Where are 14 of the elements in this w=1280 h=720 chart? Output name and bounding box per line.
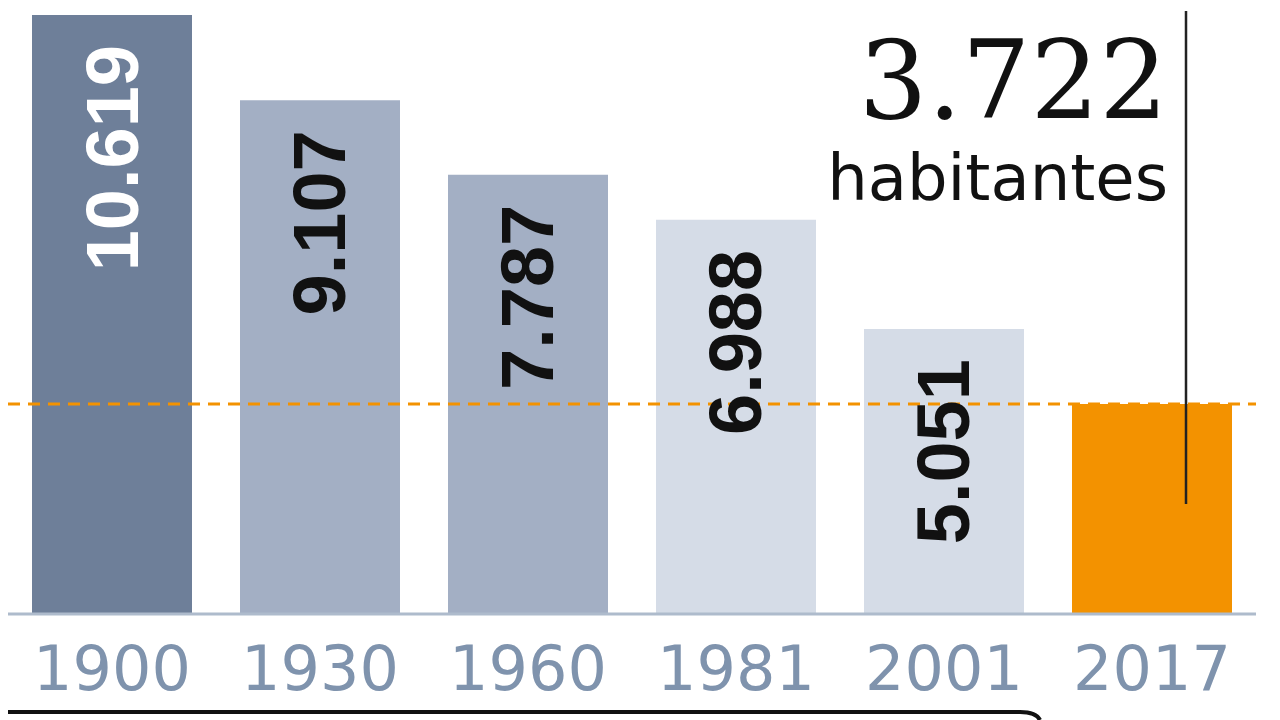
x-tick-label: 1930: [241, 632, 399, 706]
x-tick-label: 1960: [449, 632, 607, 706]
bar: [32, 15, 192, 614]
data-label: 6.988: [694, 249, 778, 436]
x-tick-label: 2017: [1073, 632, 1231, 706]
x-tick-label: 1900: [33, 632, 191, 706]
data-label: 7.787: [486, 204, 570, 390]
bar: [656, 219, 816, 614]
x-tick-label: 2001: [865, 632, 1023, 706]
x-tick-label: 1981: [657, 632, 815, 706]
annotation: 3.722 habitantes: [827, 18, 1168, 216]
data-label: 9.107: [278, 130, 362, 316]
data-label: 10.619: [70, 45, 154, 272]
data-label: 5.051: [902, 359, 986, 545]
